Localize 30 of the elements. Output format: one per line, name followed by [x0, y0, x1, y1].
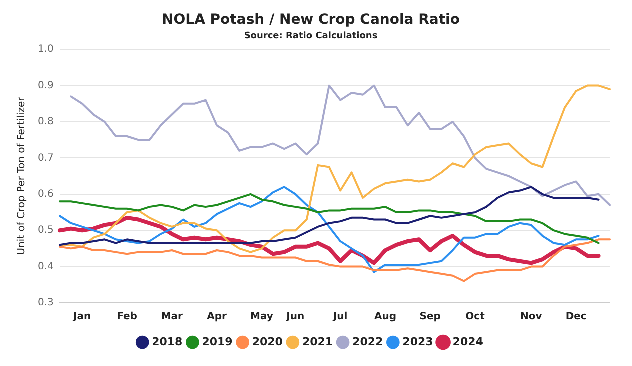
legend-label: 2020: [252, 335, 284, 348]
x-tick-label: Apr: [207, 312, 228, 323]
x-tick-label: Jan: [72, 312, 92, 323]
x-tick-label: Mar: [161, 312, 184, 323]
legend-label: 2023: [402, 335, 434, 348]
y-tick-label: 0.7: [38, 152, 54, 164]
y-tick-label: 1.0: [38, 44, 54, 56]
x-tick-label: Sep: [420, 312, 441, 323]
y-tick-label: 0.5: [38, 225, 54, 236]
y-axis-title: Unit of Crop Per Ton of Fertilizer: [16, 96, 28, 256]
x-tick-label: Jul: [332, 312, 348, 323]
x-tick-label: Aug: [374, 312, 396, 323]
chart-title: NOLA Potash / New Crop Canola Ratio: [162, 12, 460, 28]
x-tick-label: Jun: [286, 312, 305, 323]
x-tick-label: Feb: [117, 312, 138, 323]
x-tick-label: May: [250, 312, 274, 323]
legend-label: 2024: [452, 335, 484, 348]
x-tick-label: Dec: [566, 312, 587, 323]
y-tick-label: 0.8: [38, 116, 54, 128]
legend-label: 2018: [152, 335, 183, 348]
y-tick-label: 0.4: [38, 261, 54, 272]
legend-label: 2019: [202, 335, 233, 348]
y-tick-label: 0.6: [38, 188, 54, 200]
legend-label: 2022: [352, 335, 384, 348]
y-tick-label: 0.9: [38, 80, 54, 92]
x-tick-label: Oct: [466, 312, 486, 323]
legend-label: 2021: [302, 335, 334, 348]
chart-subtitle: Source: Ratio Calculations: [244, 32, 378, 42]
y-tick-label: 0.3: [38, 298, 54, 309]
x-tick-label: Nov: [520, 312, 543, 323]
